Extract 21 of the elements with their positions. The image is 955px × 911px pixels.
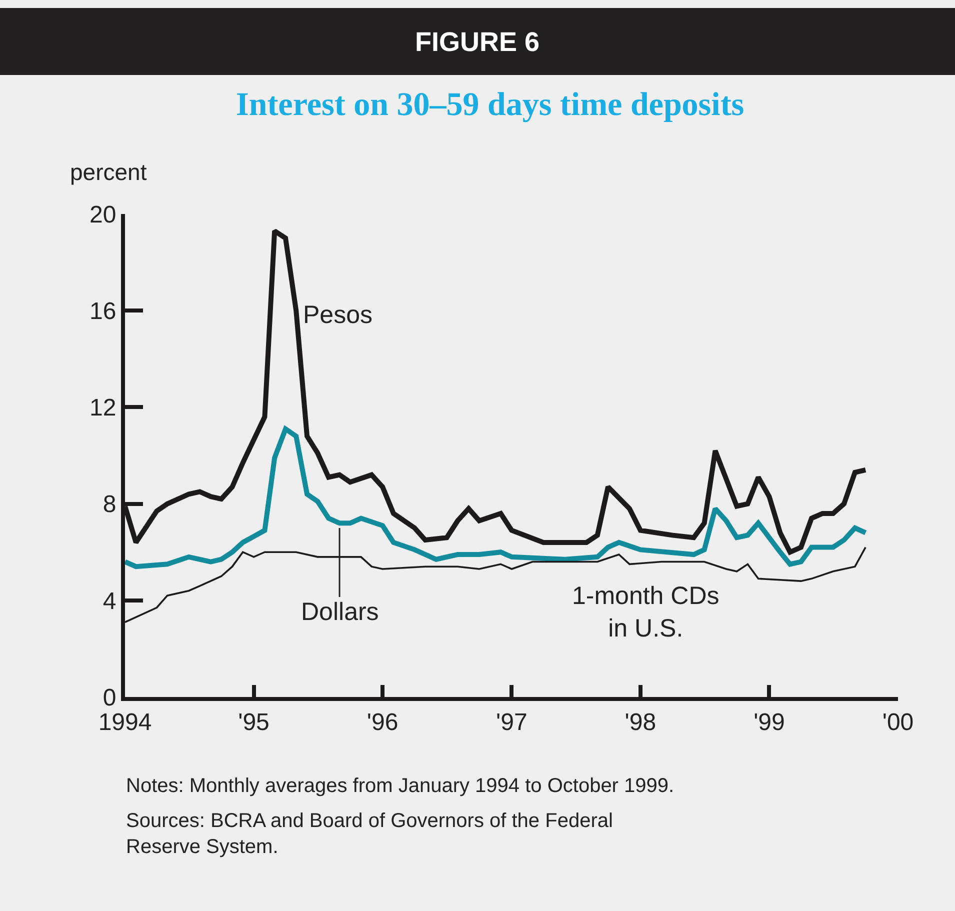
- source-note: Sources: BCRA and Board of Governors of the Federal Reserve System.: [126, 810, 613, 858]
- x-tick-label: '00: [882, 708, 914, 736]
- text: Notes: Monthly averages from January 1994 to October 1999.: [126, 775, 674, 797]
- x-tick-label: '99: [754, 708, 785, 736]
- y-tick-label: 12: [89, 394, 116, 422]
- x-tick-label: 1994: [98, 708, 152, 736]
- x-tick-label: '96: [366, 708, 398, 736]
- chart-subtitle: Interest on 30–59 days time deposits: [236, 87, 744, 123]
- series-label: 1-month CDs in U.S.: [572, 582, 720, 642]
- y-tick-label: 0: [102, 684, 116, 712]
- y-tick-label: 8: [102, 491, 116, 518]
- text: Dollars: [301, 598, 379, 626]
- y-tick-label: 16: [89, 298, 116, 325]
- x-tick-label: '97: [496, 708, 528, 736]
- y-tick-label: 4: [102, 588, 116, 615]
- y-axis-title: percent: [70, 159, 148, 185]
- chart-title: FIGURE 6: [415, 27, 540, 57]
- x-tick-label: '98: [624, 708, 656, 736]
- y-tick-label: 20: [89, 201, 116, 228]
- x-tick-label: '95: [238, 708, 270, 736]
- series-label: Pesos: [303, 301, 372, 329]
